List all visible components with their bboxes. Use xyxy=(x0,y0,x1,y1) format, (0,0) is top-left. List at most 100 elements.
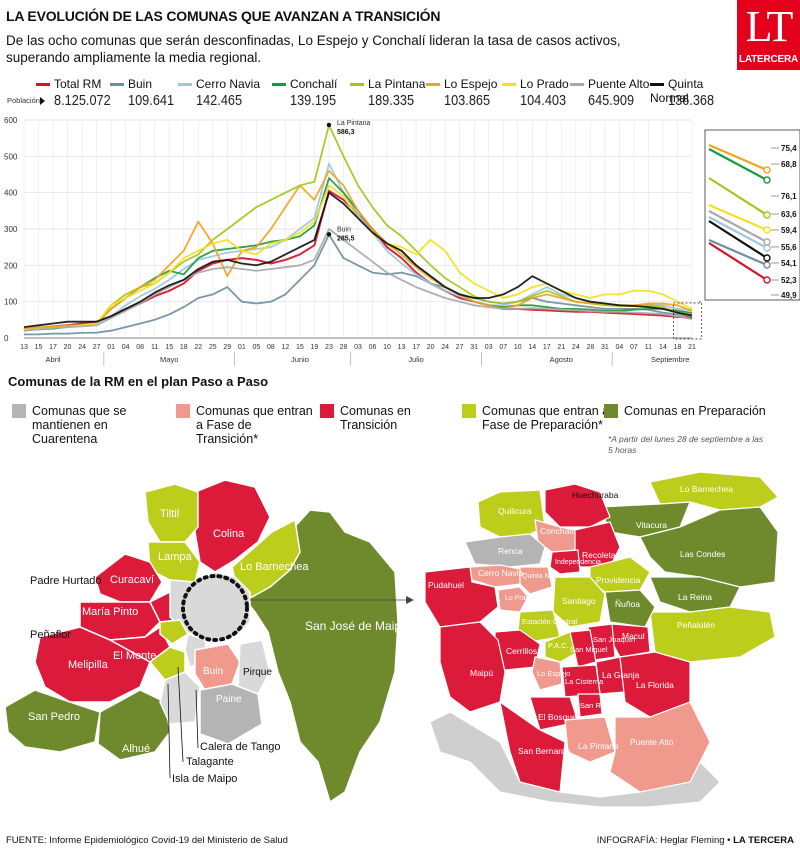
leader-line xyxy=(177,666,184,763)
legend-population: 645.909 xyxy=(588,92,635,109)
x-tick-label: 08 xyxy=(267,344,275,351)
x-tick-label: 17 xyxy=(543,344,551,351)
x-tick-label: 20 xyxy=(64,344,72,351)
inset-value-label: 52,3 xyxy=(781,276,797,285)
santiago-map xyxy=(424,471,779,808)
map-label: Vitacura xyxy=(636,520,667,530)
map-legend-item: Comunas en Preparación xyxy=(604,404,794,418)
inset-value-label: 76,1 xyxy=(781,192,797,201)
map-label: Independencia xyxy=(555,559,601,566)
map-label: San Pedro xyxy=(28,711,80,723)
inset-series-line xyxy=(708,177,768,216)
legend-label: Total RM xyxy=(54,77,102,91)
legend-item: Cerro Navia 142.465 xyxy=(178,77,260,109)
map-legend-item: Comunas que entran a Fase de Preparación… xyxy=(462,404,612,432)
x-tick-label: 24 xyxy=(572,344,580,351)
map-label: Lo Barnechea xyxy=(240,561,309,573)
arrow-icon xyxy=(406,596,414,604)
legend-swatch xyxy=(272,83,286,87)
comuna-quinta-normal xyxy=(519,566,553,595)
maps: Tiltil Colina Lampa Lo Barnechea Curacav… xyxy=(4,471,779,808)
leader-line xyxy=(195,689,199,749)
credit-prefix: INFOGRAFÍA: Heglar Fleming • xyxy=(596,835,734,846)
legend-swatch xyxy=(12,404,26,418)
x-tick-label: 15 xyxy=(165,344,173,351)
y-tick-label: 600 xyxy=(4,116,18,125)
x-tick-label: 24 xyxy=(441,344,449,351)
map-label: La Florida xyxy=(636,680,674,690)
source-note: FUENTE: Informe Epidemiológico Covid-19 … xyxy=(6,835,288,846)
map-label: Alhué xyxy=(122,743,150,755)
map-label: El Monte xyxy=(113,650,156,662)
map-label: La Granja xyxy=(602,670,640,680)
y-tick-label: 500 xyxy=(4,152,18,161)
x-tick-label: 20 xyxy=(427,344,435,351)
population-arrow-icon xyxy=(40,97,45,105)
region-talagante xyxy=(148,646,186,681)
santiago-labels: Huechuraba Lo Barnechea Quilicura Concha… xyxy=(428,484,733,756)
y-tick-label: 300 xyxy=(4,225,18,234)
comuna-pudahuel xyxy=(424,566,499,628)
x-tick-label: 23 xyxy=(325,344,333,351)
region-tiltil xyxy=(144,483,199,543)
region-alhue xyxy=(97,689,171,761)
map-label: La Cisterna xyxy=(565,677,604,686)
x-tick-label: 27 xyxy=(93,344,101,351)
comuna-pac xyxy=(544,631,579,663)
x-tick-label: 28 xyxy=(340,344,348,351)
comuna-lo-espejo xyxy=(531,656,563,691)
map-label: El Bosque xyxy=(538,712,577,722)
credit-note: INFOGRAFÍA: Heglar Fleming • LA TERCERA xyxy=(597,835,794,846)
chart-zoom-inset: 75,4 68,8 76,1 63,6 59,4 55,6 54,1 52,3 49,9 xyxy=(673,129,800,340)
comuna-renca xyxy=(464,533,546,568)
legend-swatch xyxy=(570,83,584,87)
comuna-las-condes xyxy=(639,506,779,588)
legend-swatch xyxy=(604,404,618,418)
comuna-estacion-central xyxy=(517,609,561,643)
map-label: Ñuñoa xyxy=(615,599,640,609)
legend-swatch xyxy=(350,83,364,87)
map-label: Colina xyxy=(213,528,245,540)
legend-item: Buin 109.641 xyxy=(110,77,174,109)
x-tick-label: 05 xyxy=(252,344,260,351)
line-chart: 0 100 200 300 400 500 600 13 15 17 20 24 27 01 04 08 11 1… xyxy=(4,116,800,366)
map-legend-item: Comunas en Transición xyxy=(320,404,470,432)
annotation-value: 285,5 xyxy=(337,235,355,242)
region-colina xyxy=(194,479,271,573)
map-label: Providencia xyxy=(596,575,641,585)
inset-value-label: 59,4 xyxy=(781,226,797,235)
x-tick-label: 22 xyxy=(194,344,202,351)
map-label: Tiltil xyxy=(160,508,179,520)
x-tick-label: 17 xyxy=(412,344,420,351)
month-label: Septiembre xyxy=(651,355,689,364)
inset-end-marker xyxy=(763,254,771,262)
legend-swatch xyxy=(110,83,124,87)
inset-series-line xyxy=(708,203,768,232)
x-tick-label: 10 xyxy=(383,344,391,351)
comuna-huechuraba xyxy=(544,483,611,528)
map-label: Quilicura xyxy=(498,506,532,516)
x-tick-label: 31 xyxy=(470,344,478,351)
map-section-title: Comunas de la RM en el plan Paso a Paso xyxy=(8,374,269,389)
inset-series-line xyxy=(708,216,768,249)
x-tick-label: 10 xyxy=(514,344,522,351)
legend-label: Lo Espejo xyxy=(444,77,498,91)
map-label: Macul xyxy=(622,631,645,641)
x-tick-label: 18 xyxy=(180,344,188,351)
x-tick-label: 19 xyxy=(311,344,319,351)
legend-label: Conchalí xyxy=(290,77,338,91)
x-tick-label: 24 xyxy=(78,344,86,351)
x-tick-label: 28 xyxy=(586,344,594,351)
map-label: La Pintana xyxy=(578,741,619,751)
map-label: Pirque xyxy=(243,667,272,678)
region-pirque xyxy=(237,639,271,695)
legend-swatch xyxy=(36,83,50,87)
x-tick-label: 27 xyxy=(456,344,464,351)
chart-legend: Total RM 8.125.072 Buin 109.641 Cerro Navi… xyxy=(36,77,736,111)
legend-item: Conchalí 139.195 xyxy=(272,77,338,109)
map-label: Peñalolén xyxy=(677,620,715,630)
credit-brand: LA TERCERA xyxy=(733,835,794,846)
y-tick-label: 200 xyxy=(4,261,18,270)
legend-swatch xyxy=(320,404,334,418)
x-tick-label: 21 xyxy=(557,344,565,351)
